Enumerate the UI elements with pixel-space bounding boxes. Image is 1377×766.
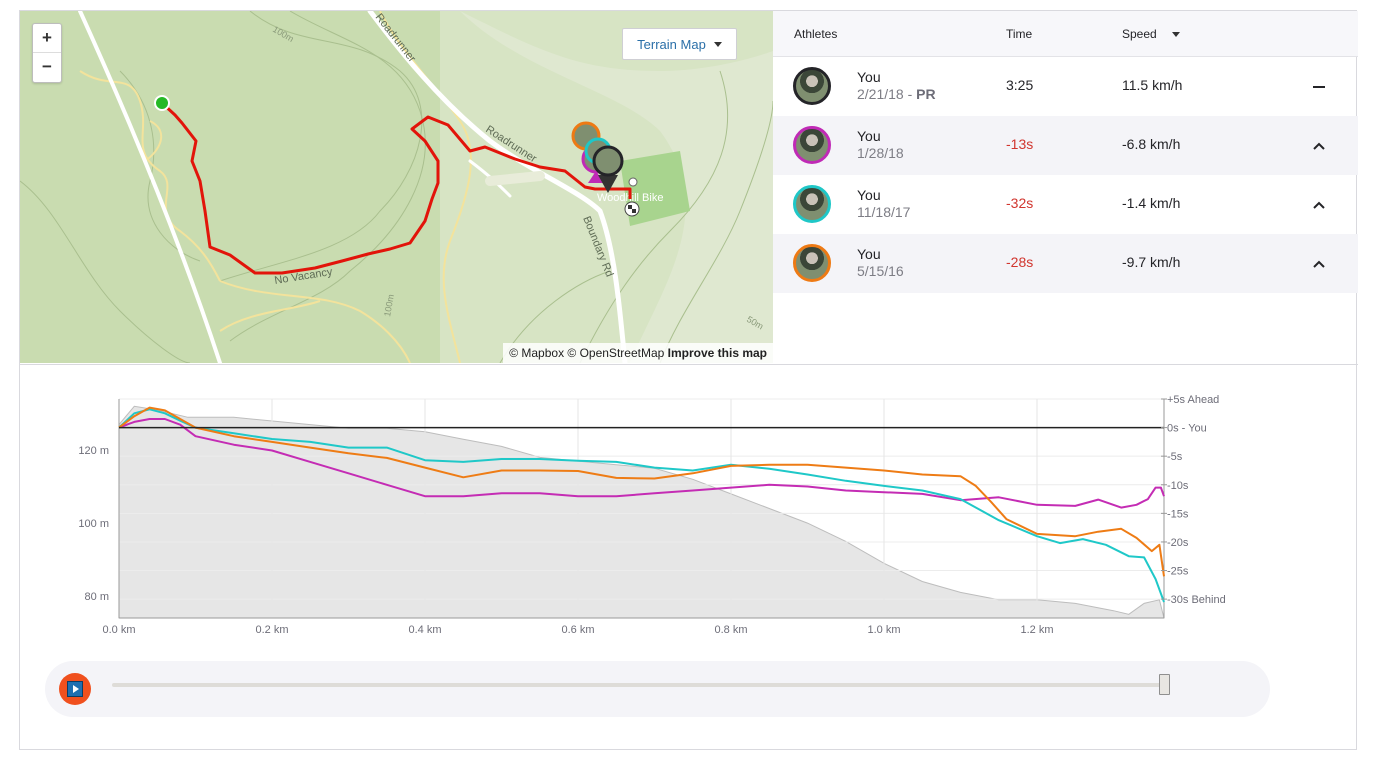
athlete-info: You 11/18/17 xyxy=(857,187,910,221)
athlete-name: You xyxy=(857,128,881,144)
roads xyxy=(78,11,628,363)
athlete-name: You xyxy=(857,69,881,85)
leaderboard-header: Athletes Time Speed xyxy=(773,11,1358,57)
left-tick-label: 120 m xyxy=(78,445,109,457)
series-line-5-15-16 xyxy=(118,406,1165,577)
x-tick-label: 1.0 km xyxy=(867,624,900,636)
effort-date: 11/18/17 xyxy=(857,204,911,220)
effort-date: 2/21/18 - PR xyxy=(857,86,936,103)
segment-compare-panel: Roadrunner Roadrunner Boundary Rd No Vac… xyxy=(19,10,1358,750)
x-tick-label: 0.6 km xyxy=(561,624,594,636)
chevron-up-icon[interactable] xyxy=(1311,138,1327,154)
date-separator: - xyxy=(903,86,917,102)
leaderboard-row[interactable]: You 1/28/18 -13s -6.8 km/h xyxy=(773,116,1358,175)
elevation-area xyxy=(118,405,1165,619)
comparison-leaderboard: Athletes Time Speed You 2/21/18 - PR 3:2… xyxy=(773,11,1358,363)
start-marker xyxy=(154,95,170,111)
effort-speed: 11.5 km/h xyxy=(1122,77,1183,93)
effort-date-value: 2/21/18 xyxy=(857,86,904,102)
label-roadrunner-top: Roadrunner xyxy=(373,11,418,64)
avatar xyxy=(793,126,831,164)
x-tick-label: 0.4 km xyxy=(408,624,441,636)
series-line-1-28-18 xyxy=(118,418,1165,509)
header-speed-sort[interactable]: Speed xyxy=(1122,27,1181,41)
x-tick-label: 0.2 km xyxy=(255,624,288,636)
pr-badge: PR xyxy=(916,86,936,102)
header-athletes: Athletes xyxy=(794,27,838,41)
effort-speed-diff: -9.7 km/h xyxy=(1122,254,1181,270)
effort-time-diff: -32s xyxy=(1006,195,1034,211)
terrain-shade-2 xyxy=(460,11,773,363)
terrain-map-dropdown[interactable]: Terrain Map xyxy=(622,28,737,60)
map[interactable]: Roadrunner Roadrunner Boundary Rd No Vac… xyxy=(20,11,773,363)
chevron-up-icon[interactable] xyxy=(1311,256,1327,272)
leaderboard-row[interactable]: You 2/21/18 - PR 3:25 11.5 km/h xyxy=(773,57,1358,116)
contour-lines xyxy=(20,11,773,363)
play-button[interactable] xyxy=(59,673,91,705)
play-icon xyxy=(67,681,83,697)
athlete-name: You xyxy=(857,246,881,262)
right-tick-label: +5s Ahead xyxy=(1167,394,1219,406)
effort-speed-diff: -6.8 km/h xyxy=(1122,136,1181,152)
athlete-info: You 2/21/18 - PR xyxy=(857,69,936,103)
attribution-text: © Mapbox © OpenStreetMap xyxy=(509,346,665,360)
avatar xyxy=(793,67,831,105)
left-tick-label: 100 m xyxy=(78,518,109,530)
athlete-name: You xyxy=(857,187,881,203)
chevron-up-icon[interactable] xyxy=(1311,197,1327,213)
effort-speed-diff: -1.4 km/h xyxy=(1122,195,1181,211)
zoom-control: + − xyxy=(32,23,62,83)
finish-flag-icon xyxy=(624,177,640,217)
right-tick-label: -5s xyxy=(1167,451,1183,463)
right-tick-label: -15s xyxy=(1167,508,1189,520)
zoom-in-button[interactable]: + xyxy=(42,28,52,47)
x-tick-label: 0.8 km xyxy=(714,624,747,636)
athlete-marker-black[interactable] xyxy=(592,145,624,193)
effort-time-diff: -13s xyxy=(1006,136,1034,152)
map-attribution: © Mapbox © OpenStreetMap Improve this ma… xyxy=(503,343,773,363)
effort-time-diff: -28s xyxy=(1006,254,1034,270)
right-tick-label: -30s Behind xyxy=(1167,594,1226,606)
replay-player xyxy=(45,661,1270,717)
chevron-down-icon xyxy=(713,41,722,47)
label-contour-100-top: 100m xyxy=(271,24,295,44)
right-tick-label: -10s xyxy=(1167,480,1189,492)
right-tick-label: 0s - You xyxy=(1167,423,1207,435)
replay-slider-handle[interactable] xyxy=(1159,674,1170,695)
left-tick-label: 80 m xyxy=(85,591,109,603)
map-canvas: Roadrunner Roadrunner Boundary Rd No Vac… xyxy=(20,11,773,363)
improve-map-link[interactable]: Improve this map xyxy=(667,346,767,360)
x-tick-label: 0.0 km xyxy=(102,624,135,636)
header-time: Time xyxy=(1006,27,1033,41)
leaderboard-row[interactable]: You 11/18/17 -32s -1.4 km/h xyxy=(773,175,1358,234)
label-contour-100-bottom: 100m xyxy=(382,293,396,317)
chart-canvas[interactable]: 120 m 100 m 80 m +5s Ahead 0s - You -5s -10s -1… xyxy=(20,365,1358,655)
avatar xyxy=(793,244,831,282)
athlete-info: You 1/28/18 xyxy=(857,128,904,162)
elevation-time-gap-chart: 120 m 100 m 80 m +5s Ahead 0s - You -5s -10s -1… xyxy=(20,364,1358,655)
series-line-11-18-17 xyxy=(118,408,1165,603)
sort-down-icon xyxy=(1172,32,1181,38)
leaderboard-row[interactable]: You 5/15/16 -28s -9.7 km/h xyxy=(773,234,1358,293)
athlete-info: You 5/15/16 xyxy=(857,246,904,280)
replay-progress-track[interactable] xyxy=(112,683,1167,687)
effort-date: 1/28/18 xyxy=(857,145,904,161)
x-tick-label: 1.2 km xyxy=(1021,624,1054,636)
right-tick-label: -25s xyxy=(1167,566,1189,578)
dash-icon[interactable] xyxy=(1311,79,1327,95)
terrain-map-label: Terrain Map xyxy=(637,36,706,52)
right-tick-label: -20s xyxy=(1167,537,1189,549)
effort-time: 3:25 xyxy=(1006,77,1034,93)
route-line xyxy=(160,101,632,275)
zoom-out-button[interactable]: − xyxy=(33,52,61,81)
header-speed: Speed xyxy=(1122,27,1157,41)
effort-date: 5/15/16 xyxy=(857,263,904,279)
avatar xyxy=(793,185,831,223)
